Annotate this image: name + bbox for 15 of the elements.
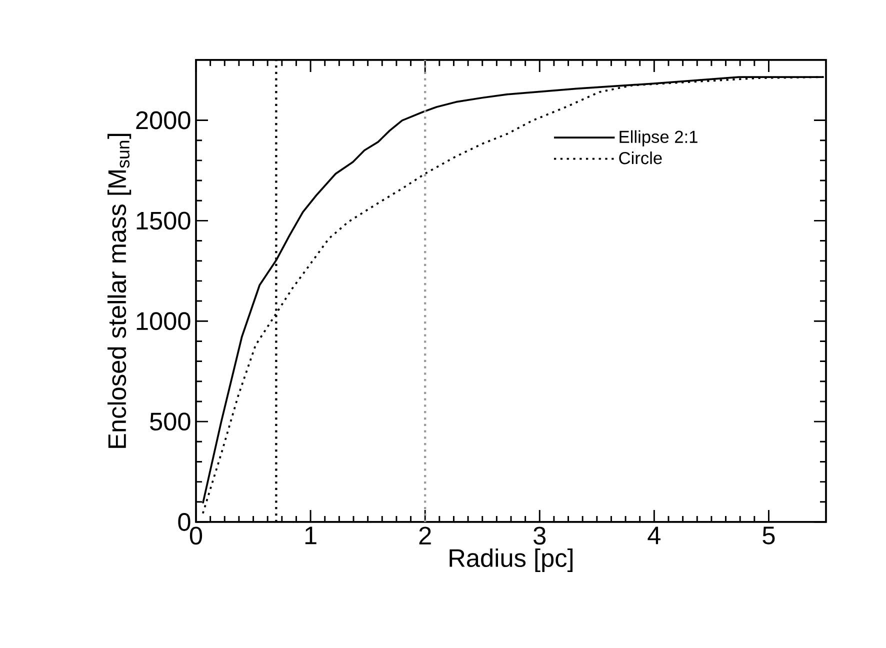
y-tick-label: 500 [150,412,190,431]
y-tick-label: 1500 [136,212,190,230]
x-tick-label: 4 [648,526,660,544]
legend-label: Ellipse 2:1 [620,130,698,146]
x-tick-label: 1 [305,526,316,544]
x-tick-label: 3 [534,526,546,545]
x-tick-label: 0 [190,526,202,545]
legend-label: Circle [619,151,662,164]
y-tick-label: 2000 [136,111,190,130]
y-tick-label: 1000 [136,312,190,330]
y-axis-title: Enclosed stellar mass [M$_{sun}$] [107,134,132,448]
x-tick-label: 5 [762,526,775,544]
x-axis-title: Radius [pc] [450,548,573,572]
x-tick-label: 2 [419,526,431,544]
y-tick-label: 0 [178,513,190,531]
